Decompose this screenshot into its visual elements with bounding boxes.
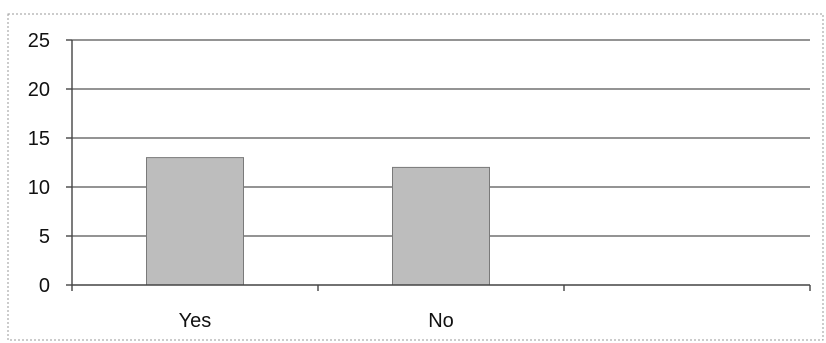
bar-yes [146,157,244,286]
y-tick-label-5: 5 [39,226,50,248]
x-tick-label-yes: Yes [179,310,212,332]
y-tick-label-0: 0 [39,275,50,297]
x-tick-labels: Yes No [179,310,454,332]
x-tick-label-no: No [428,310,454,332]
y-tick-labels: 0 5 10 15 20 25 [28,30,50,297]
chart-border [7,13,824,341]
bar-no [392,166,490,286]
bars [146,157,490,286]
y-tick-label-20: 20 [28,79,50,101]
y-tick-label-10: 10 [28,177,50,199]
axes [66,39,811,291]
y-tick-label-25: 25 [28,30,50,52]
y-tick-label-15: 15 [28,128,50,150]
